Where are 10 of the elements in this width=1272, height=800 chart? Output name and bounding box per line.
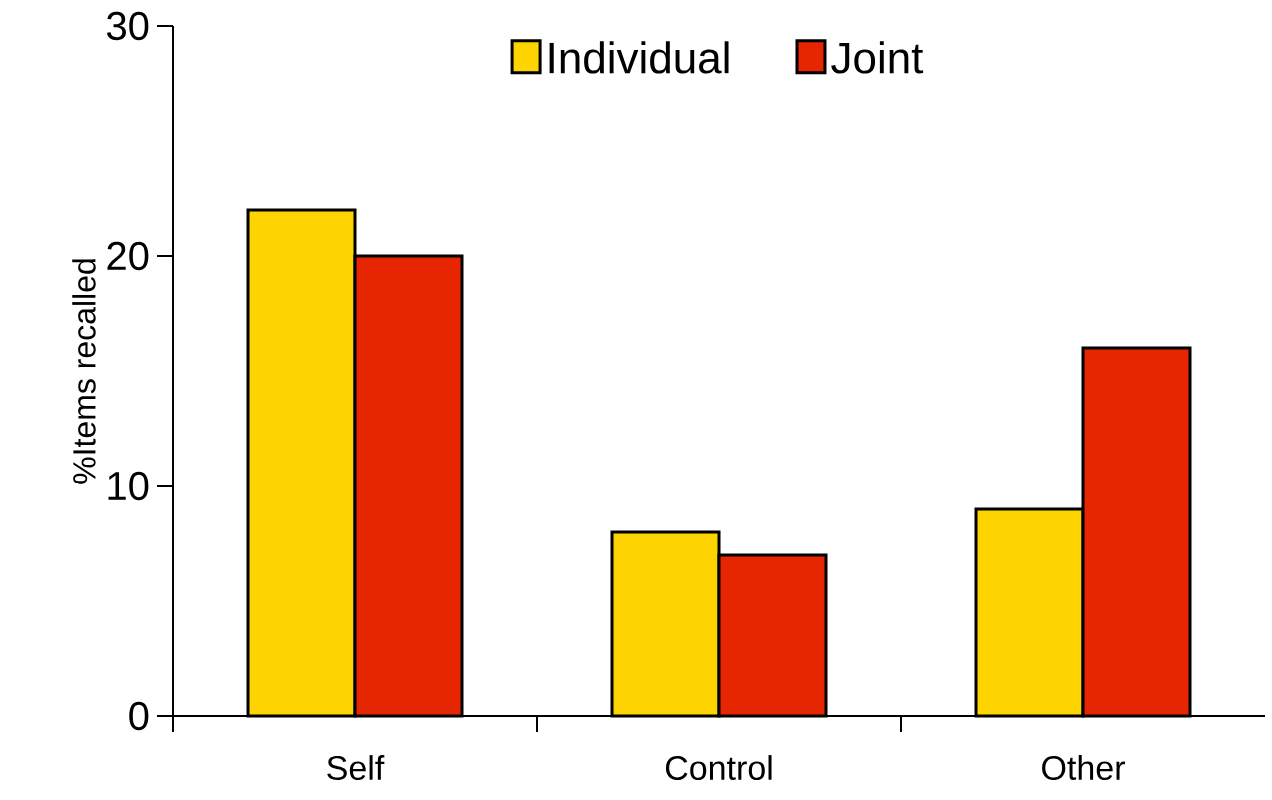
legend-label: Joint <box>831 41 924 74</box>
y-tick-label: 30 <box>106 11 149 41</box>
x-tick-label: Other <box>1042 755 1125 781</box>
y-tick-label: 20 <box>107 241 149 271</box>
y-tick-label: 10 <box>108 471 149 501</box>
x-tick-label: Control <box>665 755 772 781</box>
x-tick-label: Self <box>327 755 385 781</box>
y-axis-title: %Items recalled <box>72 259 96 484</box>
y-tick-label: 0 <box>129 701 149 731</box>
legend-label: Individual <box>549 41 729 74</box>
